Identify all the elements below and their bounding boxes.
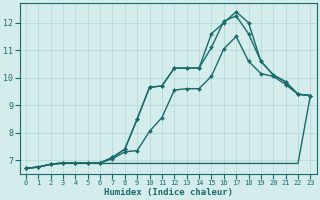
X-axis label: Humidex (Indice chaleur): Humidex (Indice chaleur) (104, 188, 233, 197)
